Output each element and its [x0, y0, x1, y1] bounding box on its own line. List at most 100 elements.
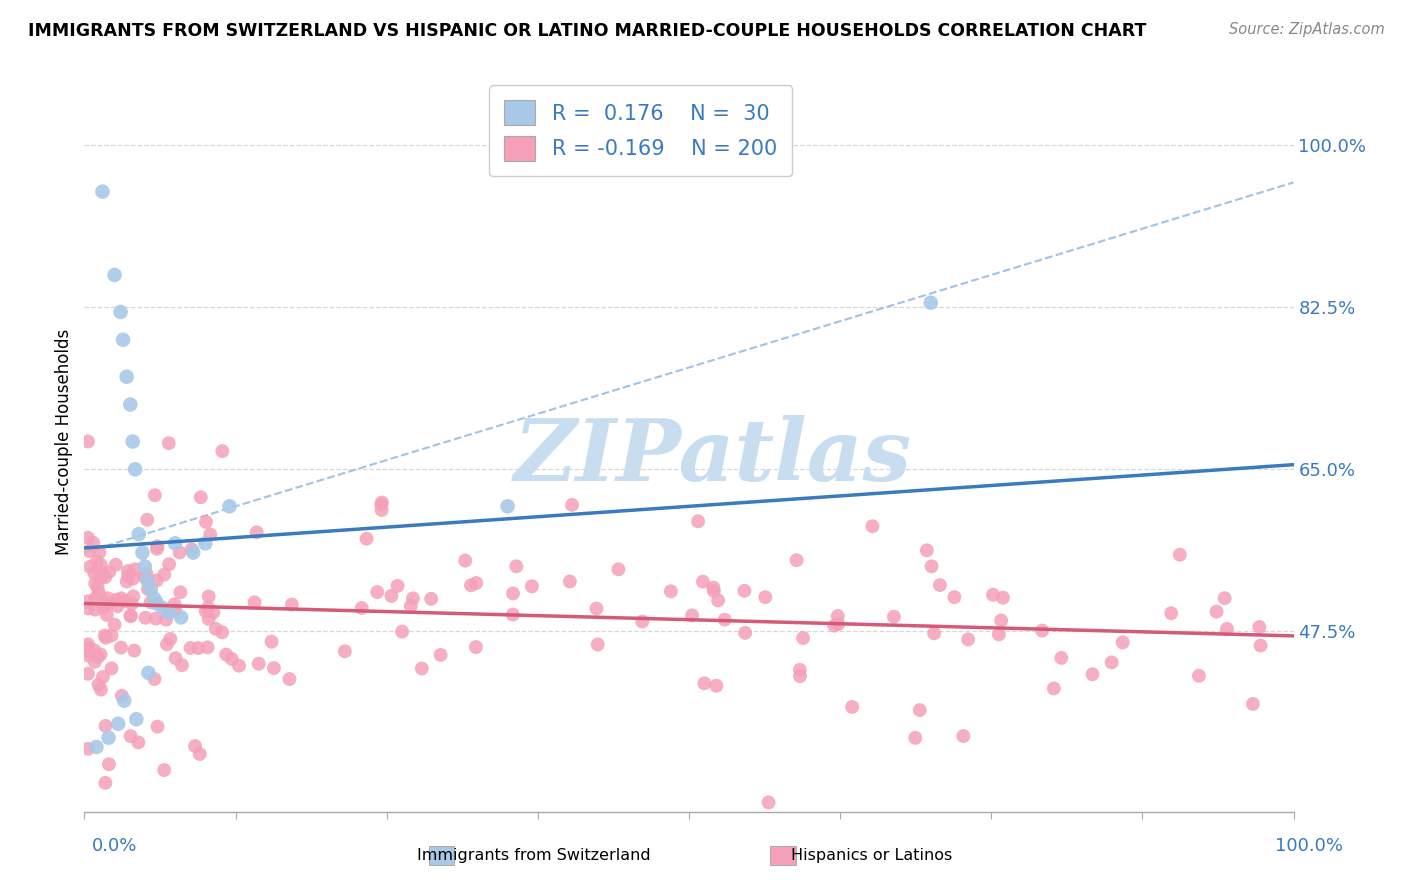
Point	[1031, 624, 1053, 638]
Point	[94, 629, 117, 643]
Point	[90, 566, 112, 581]
Point	[194, 604, 217, 618]
Point	[281, 598, 304, 612]
Point	[693, 676, 716, 690]
Point	[402, 591, 425, 606]
Point	[908, 703, 931, 717]
Point	[387, 579, 409, 593]
Point	[243, 595, 266, 609]
Point	[96, 607, 118, 622]
Point	[197, 590, 219, 604]
Point	[194, 536, 217, 550]
Point	[169, 545, 191, 559]
Point	[124, 462, 146, 476]
Point	[957, 632, 980, 647]
Point	[754, 590, 776, 604]
Point	[370, 498, 392, 512]
Point	[121, 597, 143, 611]
Point	[125, 712, 148, 726]
Point	[120, 609, 142, 624]
Point	[136, 513, 159, 527]
Point	[991, 591, 1014, 605]
Point	[247, 657, 270, 671]
Point	[97, 597, 120, 611]
Point	[87, 586, 110, 600]
Point	[786, 553, 808, 567]
Point	[733, 583, 755, 598]
Point	[692, 574, 714, 589]
Point	[97, 731, 120, 745]
Point	[197, 640, 219, 655]
Point	[77, 644, 100, 658]
Point	[221, 652, 243, 666]
Point	[350, 601, 373, 615]
Point	[215, 648, 238, 662]
Point	[77, 544, 100, 558]
Point	[84, 576, 107, 591]
Point	[502, 607, 524, 622]
Point	[77, 640, 100, 655]
Point	[333, 644, 356, 658]
Point	[146, 597, 169, 611]
Point	[197, 600, 219, 615]
Point	[156, 637, 179, 651]
Point	[520, 579, 543, 593]
Text: 100.0%: 100.0%	[1275, 837, 1343, 855]
Point	[89, 545, 111, 559]
Point	[920, 295, 942, 310]
Text: Immigrants from Switzerland: Immigrants from Switzerland	[418, 847, 651, 863]
Point	[862, 519, 884, 533]
Point	[659, 584, 682, 599]
Point	[122, 590, 145, 604]
Point	[157, 606, 180, 620]
Point	[200, 527, 222, 541]
Point	[585, 601, 607, 615]
Point	[952, 729, 974, 743]
Point	[104, 558, 127, 572]
Text: Source: ZipAtlas.com: Source: ZipAtlas.com	[1229, 22, 1385, 37]
Point	[631, 615, 654, 629]
Point	[153, 763, 176, 777]
Point	[429, 648, 451, 662]
Point	[97, 757, 120, 772]
Point	[228, 658, 250, 673]
Point	[399, 599, 422, 613]
Point	[187, 641, 209, 656]
Point	[115, 574, 138, 589]
Point	[122, 572, 145, 586]
Point	[77, 648, 100, 663]
Point	[77, 594, 100, 608]
Point	[77, 742, 100, 756]
Point	[823, 618, 845, 632]
Point	[558, 574, 581, 589]
Point	[157, 558, 180, 572]
Point	[115, 369, 138, 384]
Point	[91, 670, 114, 684]
Point	[117, 569, 139, 583]
Point	[87, 650, 110, 665]
Point	[411, 661, 433, 675]
Point	[90, 558, 112, 572]
Point	[91, 185, 114, 199]
Point	[165, 603, 187, 617]
Point	[153, 567, 176, 582]
Point	[120, 398, 142, 412]
Point	[100, 628, 122, 642]
Point	[1043, 681, 1066, 696]
Point	[136, 582, 159, 596]
Point	[1250, 639, 1272, 653]
Point	[100, 661, 122, 675]
Point	[260, 634, 283, 648]
Point	[112, 333, 135, 347]
Point	[110, 305, 132, 319]
Point	[688, 514, 710, 528]
Point	[117, 564, 139, 578]
Point	[1241, 697, 1264, 711]
Point	[145, 612, 167, 626]
Point	[77, 666, 100, 681]
Point	[1050, 651, 1073, 665]
Point	[180, 542, 202, 557]
Point	[702, 581, 724, 595]
Point	[380, 589, 402, 603]
Point	[120, 608, 142, 623]
